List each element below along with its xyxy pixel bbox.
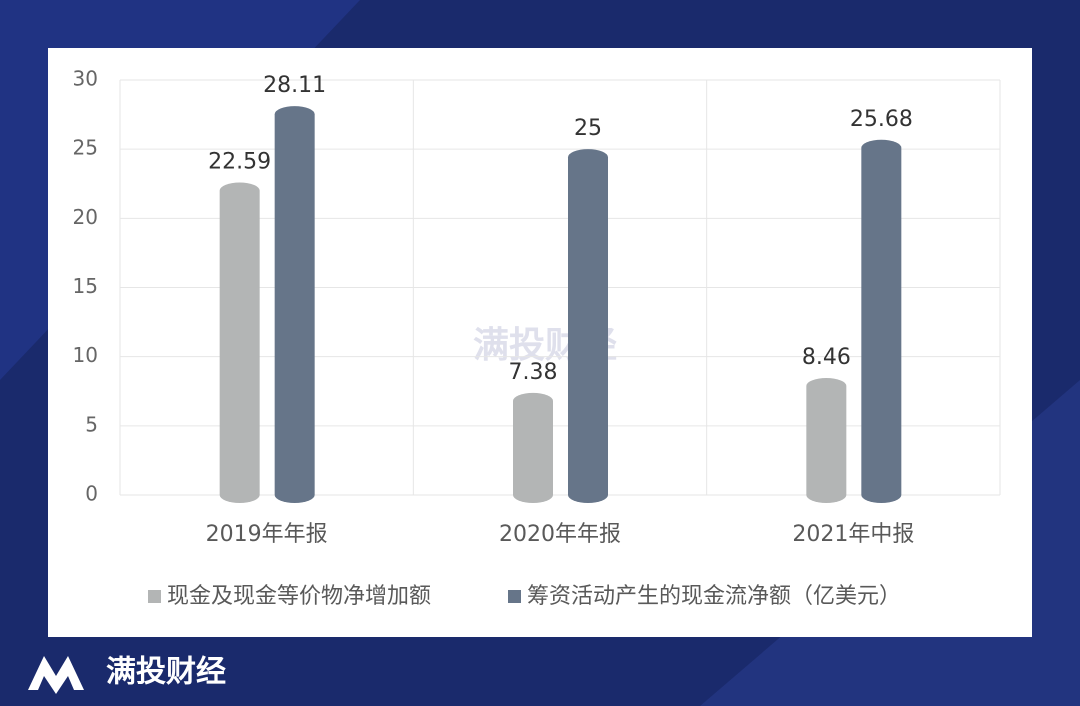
y-tick-label: 0 (85, 482, 98, 506)
bar (568, 149, 608, 503)
y-tick-label: 5 (85, 412, 98, 436)
bar (806, 377, 847, 503)
value-label: 25.68 (850, 107, 913, 132)
y-tick-label: 30 (73, 67, 98, 91)
bar (219, 182, 260, 503)
bar (513, 392, 553, 503)
y-tick-label: 20 (73, 205, 98, 229)
x-tick-label: 2020年年报 (499, 522, 621, 547)
brand-name: 满投财经 (106, 655, 226, 690)
bar (274, 106, 315, 504)
bar (861, 139, 902, 503)
y-tick-label: 15 (73, 274, 98, 298)
value-label: 28.11 (263, 73, 326, 98)
value-label: 7.38 (509, 360, 558, 385)
x-tick-label: 2021年中报 (792, 522, 914, 547)
logo-icon (28, 656, 84, 694)
y-tick-label: 10 (73, 343, 98, 367)
x-tick-label: 2019年年报 (206, 522, 328, 547)
legend-swatch (148, 590, 161, 603)
value-label: 22.59 (208, 150, 271, 175)
y-tick-label: 25 (73, 136, 98, 160)
legend-label: 现金及现金等价物净增加额 (167, 584, 431, 609)
value-label: 25 (574, 116, 602, 141)
legend-swatch (508, 590, 521, 603)
brand-logo: 满投财经 (28, 655, 226, 694)
value-label: 8.46 (802, 345, 851, 370)
legend-label: 筹资活动产生的现金流净额（亿美元） (527, 584, 901, 609)
